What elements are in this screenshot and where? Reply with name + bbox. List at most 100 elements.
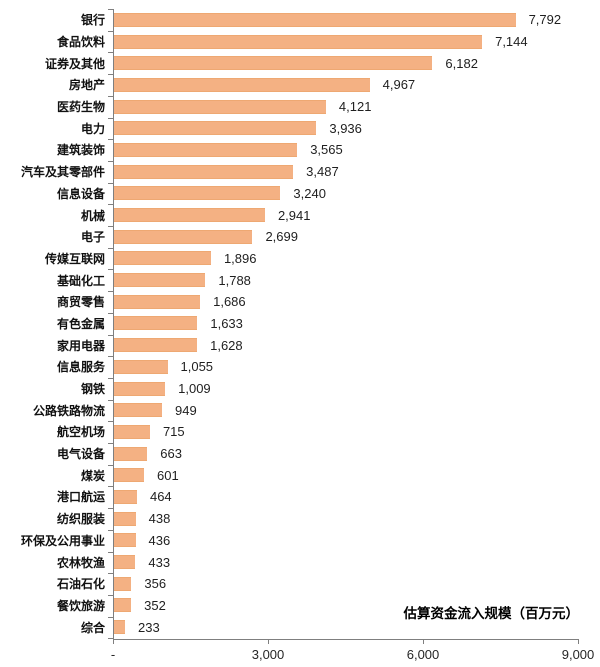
y-axis-tick: [108, 9, 113, 10]
chart-row: 煤炭 601: [0, 464, 600, 486]
category-label: 家用电器: [56, 338, 105, 353]
chart-row: 农林牧渔 433: [0, 551, 600, 573]
chart-row: 公路铁路物流 949: [0, 399, 600, 421]
y-axis-tick: [108, 464, 113, 466]
chart-row: 有色金属 1,633: [0, 313, 600, 335]
chart-row: 纺织服装 438: [0, 508, 600, 530]
value-label: 7,144: [495, 34, 528, 50]
bar: [113, 316, 198, 331]
y-axis-tick: [108, 30, 113, 32]
y-axis-tick: [108, 421, 113, 423]
chart-row: 餐饮旅游 352: [0, 595, 600, 617]
chart-row: 钢铁 1,009: [0, 378, 600, 400]
y-axis-tick: [108, 139, 113, 141]
bar: [113, 446, 148, 461]
y-axis-tick: [108, 312, 113, 314]
bar: [113, 56, 433, 71]
y-axis-tick: [108, 377, 113, 379]
chart-row: 信息设备 3,240: [0, 183, 600, 205]
value-label: 1,009: [178, 381, 211, 397]
y-axis-tick: [108, 334, 113, 336]
y-axis-tick: [108, 117, 113, 119]
y-axis-tick: [108, 551, 113, 553]
value-label: 7,792: [528, 12, 562, 28]
x-axis-tick: [578, 639, 579, 644]
bar: [113, 273, 206, 288]
category-label: 机械: [80, 208, 105, 223]
category-label: 电子: [80, 230, 105, 245]
value-label: 433: [148, 554, 171, 570]
bar: [113, 251, 211, 266]
y-axis-tick: [108, 269, 113, 271]
value-label: 2,699: [265, 229, 298, 245]
category-label: 石油石化: [56, 577, 105, 592]
category-label: 钢铁: [80, 382, 105, 397]
category-label: 传媒互联网: [44, 251, 105, 266]
chart-row: 银行 7,792: [0, 9, 600, 31]
category-label: 有色金属: [56, 316, 105, 331]
value-label: 715: [162, 424, 185, 440]
bar: [113, 164, 294, 179]
category-label: 房地产: [68, 78, 105, 93]
value-label: 601: [157, 467, 179, 483]
chart-rows: 银行 7,792 食品饮料 7,144 证券及其他 6,182 房地产 4,967 医药生物 4,…: [0, 9, 600, 638]
y-axis-tick: [108, 616, 113, 618]
category-label: 电气设备: [56, 447, 105, 462]
chart-row: 传媒互联网 1,896: [0, 248, 600, 270]
bar: [113, 403, 163, 418]
value-label: 233: [138, 619, 160, 635]
value-label: 464: [149, 489, 172, 505]
value-label: 4,967: [382, 77, 416, 93]
category-label: 汽车及其零部件: [20, 165, 105, 180]
category-label: 综合: [80, 620, 105, 635]
x-axis-tick: [268, 639, 269, 644]
y-axis-tick: [108, 204, 113, 206]
category-label: 医药生物: [56, 100, 105, 115]
bar: [113, 533, 136, 548]
chart-row: 食品饮料 7,144: [0, 31, 600, 53]
y-axis-tick: [108, 529, 113, 531]
chart-row: 建筑装饰 3,565: [0, 139, 600, 161]
bar: [113, 229, 253, 244]
bar: [113, 620, 126, 635]
chart-row: 石油石化 356: [0, 573, 600, 595]
bar: [113, 121, 317, 136]
x-axis-tick-label: -: [110, 647, 116, 662]
x-axis-tick: [113, 639, 114, 644]
chart-row: 电气设备 663: [0, 443, 600, 465]
y-axis-tick: [108, 247, 113, 249]
y-axis-tick: [108, 573, 113, 575]
bar: [113, 468, 145, 483]
y-axis-tick: [108, 291, 113, 293]
bar: [113, 99, 326, 114]
bar: [113, 511, 136, 526]
chart-row: 电力 3,936: [0, 117, 600, 139]
category-label: 港口航运: [56, 490, 105, 505]
bar: [113, 186, 281, 201]
y-axis-tick: [108, 52, 113, 54]
bar: [113, 34, 483, 49]
chart-row: 综合 233: [0, 616, 600, 638]
y-axis-tick: [108, 160, 113, 162]
x-axis-tick-label: 6,000: [406, 647, 440, 662]
bar: [113, 208, 265, 223]
chart-row: 证券及其他 6,182: [0, 52, 600, 74]
chart-row: 商贸零售 1,686: [0, 291, 600, 313]
chart-row: 电子 2,699: [0, 226, 600, 248]
chart-row: 信息服务 1,055: [0, 356, 600, 378]
category-label: 银行: [80, 13, 105, 28]
bar: [113, 424, 150, 439]
y-axis-tick: [108, 508, 113, 510]
bar: [113, 489, 137, 504]
value-label: 1,628: [210, 337, 243, 353]
chart-row: 航空机场 715: [0, 421, 600, 443]
value-label: 3,936: [329, 120, 362, 136]
value-label: 1,686: [213, 294, 246, 310]
y-axis-tick: [108, 226, 113, 227]
category-label: 基础化工: [56, 273, 105, 288]
y-axis-line: [113, 9, 114, 639]
x-axis-tick: [423, 639, 424, 644]
x-axis-tick-label: 9,000: [561, 647, 595, 662]
y-axis-tick: [108, 399, 113, 401]
